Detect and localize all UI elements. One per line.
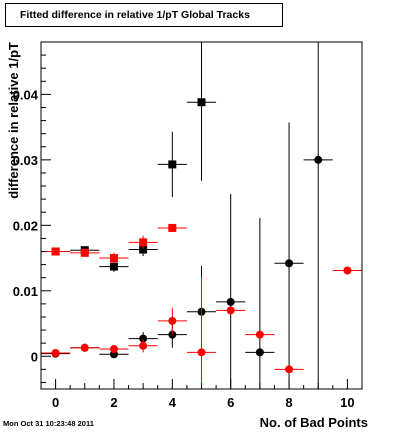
y-tick-label: 0.02 xyxy=(13,218,38,233)
y-tick-label: 0.04 xyxy=(13,87,39,102)
data-point-circle xyxy=(80,343,89,352)
data-point-circle xyxy=(226,306,235,315)
x-tick-label: 0 xyxy=(52,395,59,410)
data-point-square xyxy=(80,248,89,257)
data-point-circle xyxy=(314,155,323,164)
data-point-square xyxy=(51,247,60,256)
data-point-square xyxy=(139,238,148,247)
data-point-circle xyxy=(285,365,294,374)
x-axis-title: No. of Bad Points xyxy=(260,415,368,430)
data-point-circle xyxy=(343,266,352,275)
data-point-circle xyxy=(139,334,148,343)
series-3 xyxy=(41,266,362,389)
series-0 xyxy=(41,42,217,272)
data-point-square xyxy=(109,254,118,263)
data-point-square xyxy=(168,160,177,169)
chart-marks xyxy=(41,42,362,389)
data-point-square xyxy=(197,98,206,107)
timestamp-label: Mon Oct 31 10:23:48 2011 xyxy=(3,419,94,428)
x-tick-label: 10 xyxy=(340,395,354,410)
x-tick-label: 6 xyxy=(227,395,234,410)
x-tick-label: 2 xyxy=(110,395,117,410)
data-point-circle xyxy=(197,348,206,357)
data-point-circle xyxy=(226,297,235,306)
chart-title: Fitted difference in relative 1/pT Globa… xyxy=(5,3,283,27)
data-point-circle xyxy=(285,259,294,268)
data-point-circle xyxy=(168,330,177,339)
y-tick-label: 0.03 xyxy=(13,153,38,168)
data-point-circle xyxy=(51,348,60,357)
x-tick-label: 8 xyxy=(285,395,292,410)
series-2 xyxy=(41,42,333,389)
series-1 xyxy=(41,223,187,264)
data-point-circle xyxy=(168,316,177,325)
data-point-square xyxy=(139,245,148,254)
chart-axes: 0 2 4 6 8 10 0 0.01 0.02 0.03 0.04 xyxy=(13,54,363,410)
data-point-square xyxy=(168,223,177,232)
data-point-circle xyxy=(255,330,264,339)
y-tick-label: 0 xyxy=(31,349,38,364)
y-axis-title: difference in relative 1/pT xyxy=(6,42,21,199)
y-tick-label: 0.01 xyxy=(13,284,38,299)
data-point-circle xyxy=(109,345,118,354)
data-point-circle xyxy=(139,341,148,350)
data-point-circle xyxy=(255,348,264,357)
x-tick-label: 4 xyxy=(169,395,177,410)
data-point-square xyxy=(109,262,118,271)
